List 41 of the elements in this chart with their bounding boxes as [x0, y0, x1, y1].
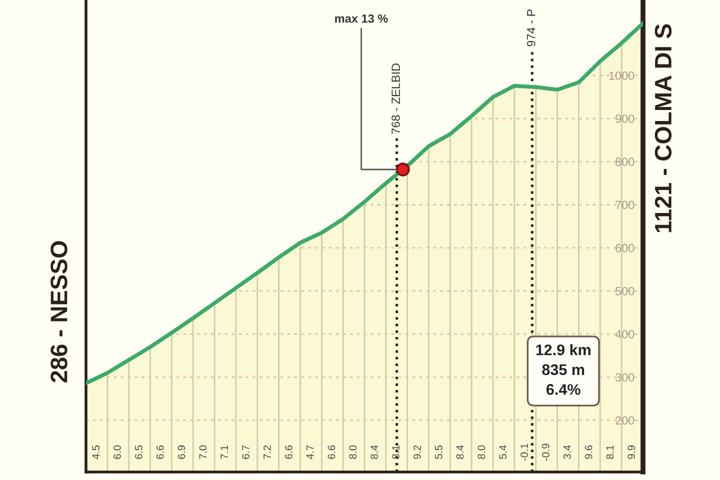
text: 286 - NESSO — [50, 241, 68, 382]
annotation: 8.1 — [392, 445, 400, 459]
annotation: 3.4 — [563, 445, 571, 460]
annotation: 9.6 — [584, 445, 592, 459]
annotation: 7.1 — [220, 445, 228, 459]
annotation: 9.2 — [413, 445, 421, 459]
annotation: 9.9 — [628, 445, 636, 459]
annotation: 8.0 — [349, 445, 357, 459]
annotation: 6.6 — [328, 445, 336, 459]
y-tick-label: 500 — [615, 286, 634, 296]
annotation: 6.6 — [156, 445, 164, 459]
annotation: 5.5 — [435, 445, 442, 459]
annotation: 8.1 — [606, 445, 614, 459]
annotation: 4.5 — [92, 445, 100, 460]
annotation: 8.0 — [478, 445, 486, 459]
annotation: 8.4 — [370, 445, 378, 459]
y-tick-label: 700 — [616, 200, 634, 210]
annotation: 6.5 — [134, 445, 142, 459]
text: 1121 - COLMA DI S — [654, 24, 672, 232]
annotation: 6.6 — [284, 445, 292, 459]
annotation: 6.9 — [178, 445, 186, 459]
y-tick-label: 400 — [615, 330, 634, 338]
y-tick-label: 200 — [616, 416, 634, 425]
annotation: 12.9 km 835 m 6.4% — [536, 344, 590, 395]
y-tick-label: 300 — [615, 373, 634, 382]
annotation: 5.4 — [499, 445, 507, 459]
annotation: -0.1 — [520, 444, 528, 461]
annotation: 974 - P — [526, 9, 536, 46]
annotation: 768 - ZELBID — [392, 63, 400, 134]
annotation: 7.2 — [264, 445, 271, 459]
annotation: 6.7 — [242, 445, 250, 459]
annotation: 6.0 — [114, 445, 121, 459]
y-tick-label: 900 — [616, 114, 634, 123]
y-tick-label: 800 — [615, 158, 634, 166]
annotation: 4.7 — [306, 445, 314, 460]
y-tick-label: 1000 — [609, 71, 634, 80]
annotation: -0.9 — [542, 444, 550, 461]
annotation: 8.4 — [456, 445, 464, 459]
annotation: max 13 % — [335, 14, 388, 23]
annotation: 7.0 — [199, 445, 207, 459]
y-tick-label: 600 — [616, 244, 634, 252]
